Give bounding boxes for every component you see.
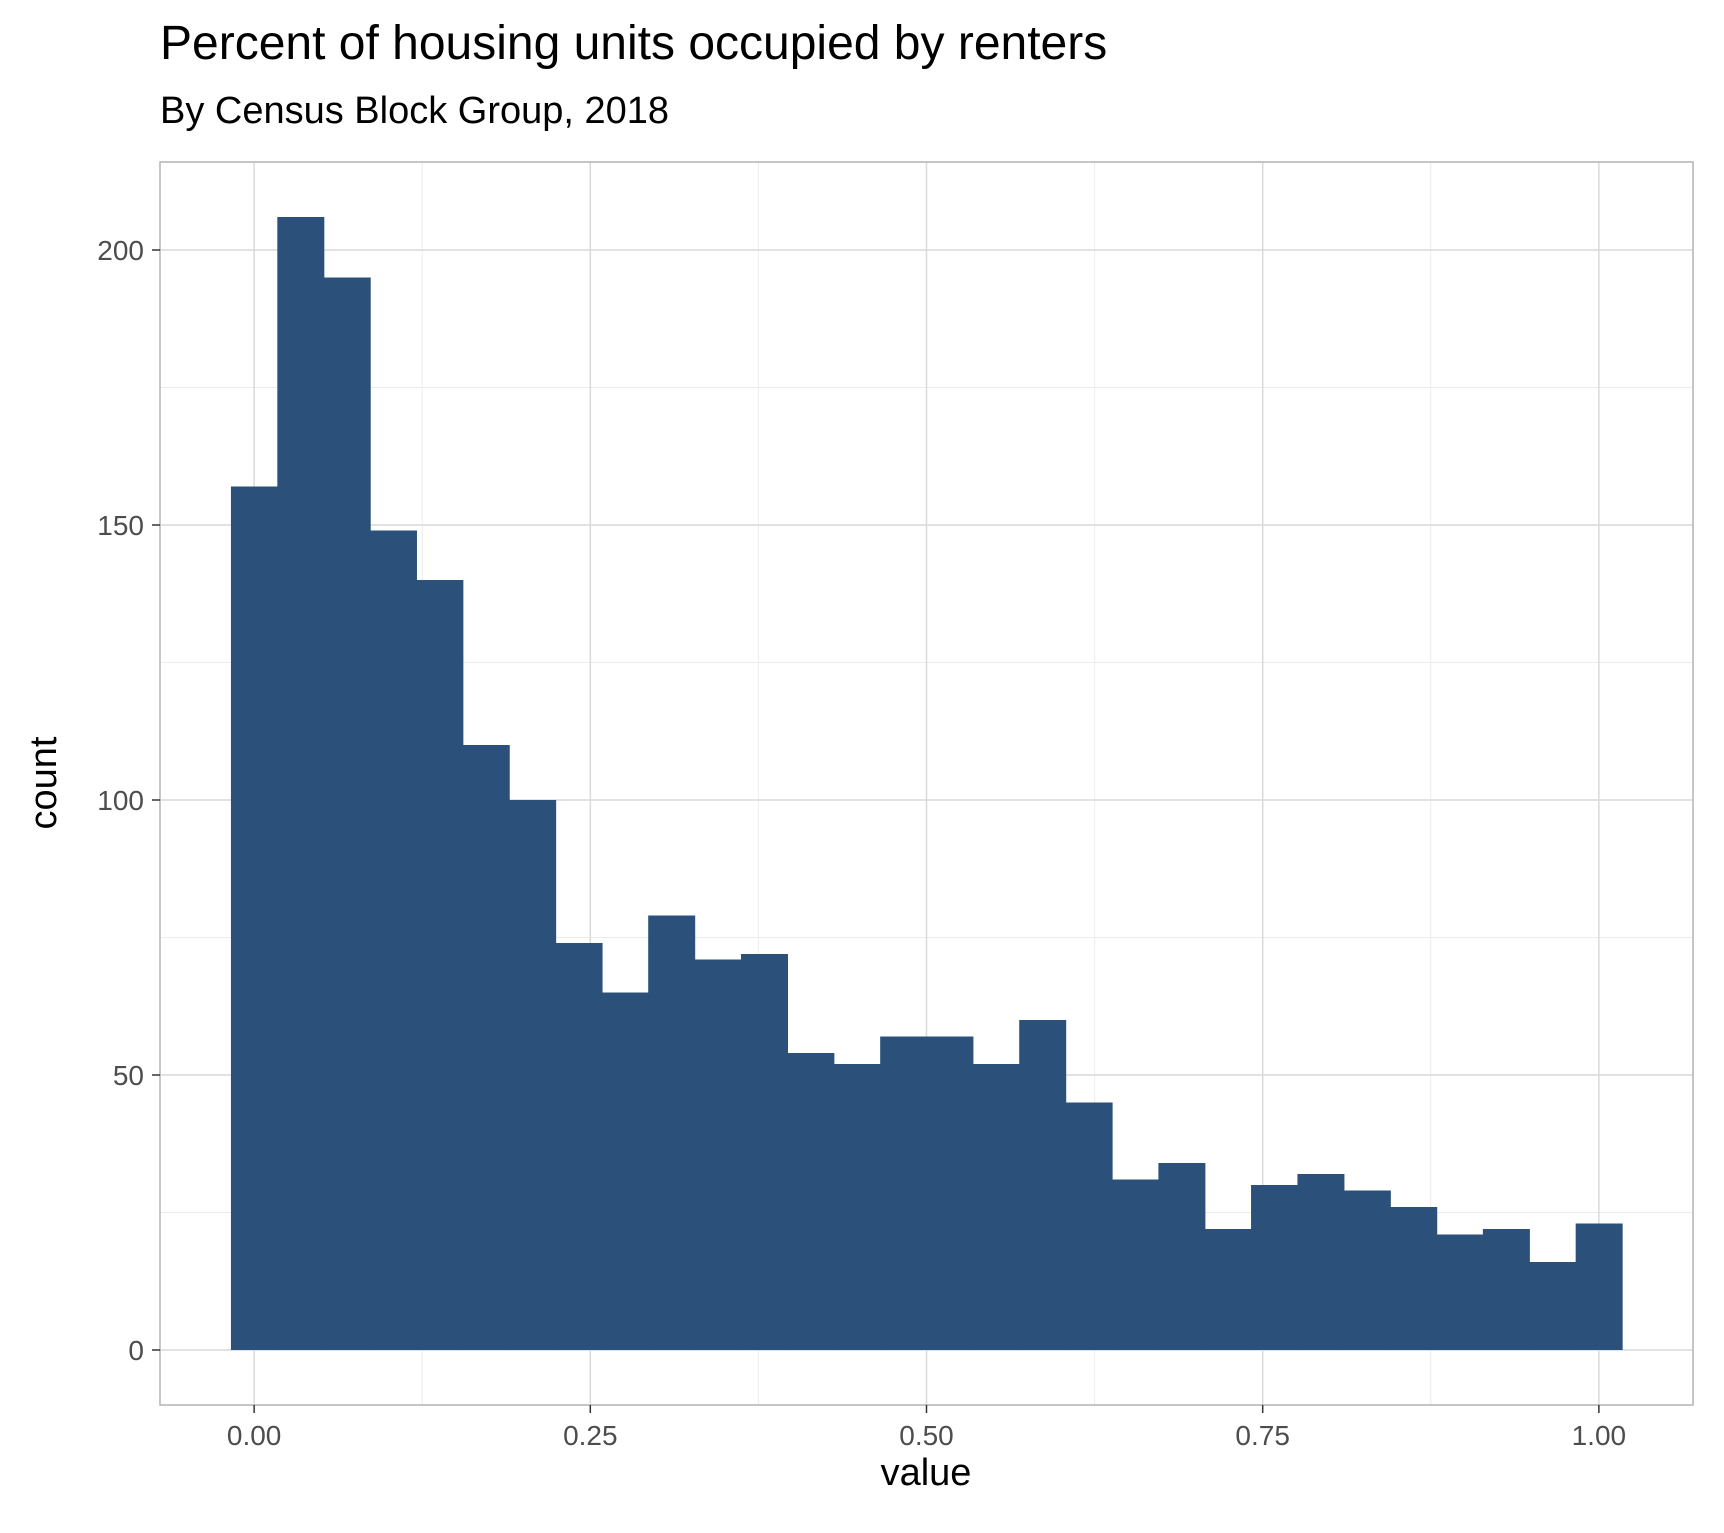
histogram-bar bbox=[880, 1036, 928, 1350]
y-tick-label: 100 bbox=[97, 785, 144, 816]
histogram-bar bbox=[369, 530, 417, 1350]
x-tick-label: 1.00 bbox=[1572, 1420, 1627, 1451]
x-tick-label: 0.00 bbox=[227, 1420, 282, 1451]
histogram-bar bbox=[277, 217, 325, 1350]
histogram-bar bbox=[416, 580, 464, 1350]
histogram-bar bbox=[926, 1036, 974, 1350]
x-tick-label: 0.50 bbox=[899, 1420, 954, 1451]
x-axis-title: value bbox=[881, 1452, 972, 1494]
histogram-bar bbox=[230, 486, 278, 1350]
histogram-bar bbox=[1390, 1207, 1438, 1350]
histogram-bar bbox=[972, 1064, 1020, 1350]
chart-subtitle: By Census Block Group, 2018 bbox=[160, 90, 670, 132]
y-tick-label: 200 bbox=[97, 235, 144, 266]
histogram-bar bbox=[1112, 1179, 1159, 1350]
histogram-bar bbox=[323, 277, 371, 1350]
x-tick-label: 0.75 bbox=[1235, 1420, 1290, 1451]
x-tick-label: 0.25 bbox=[563, 1420, 618, 1451]
histogram-bar bbox=[1529, 1262, 1577, 1350]
histogram-bar bbox=[1065, 1102, 1113, 1350]
histogram-bar bbox=[740, 954, 788, 1350]
histogram-bars bbox=[230, 217, 1623, 1350]
histogram-bar bbox=[1019, 1020, 1067, 1350]
histogram-bar bbox=[1436, 1234, 1484, 1350]
x-axis: 0.00 0.25 0.50 0.75 1.00 bbox=[227, 1405, 1626, 1451]
y-tick-label: 0 bbox=[128, 1335, 144, 1366]
y-axis: 0 50 100 150 200 bbox=[97, 235, 160, 1366]
histogram-bar bbox=[833, 1064, 881, 1350]
histogram-bar bbox=[1158, 1163, 1206, 1350]
histogram-bar bbox=[694, 959, 742, 1350]
histogram-bar bbox=[648, 915, 696, 1350]
histogram-bar bbox=[462, 745, 510, 1350]
histogram-bar bbox=[1482, 1229, 1530, 1350]
histogram-bar bbox=[601, 992, 649, 1350]
y-tick-label: 150 bbox=[97, 510, 144, 541]
histogram-bar bbox=[1204, 1229, 1252, 1350]
histogram-bar bbox=[1251, 1185, 1299, 1350]
y-axis-title: count bbox=[23, 736, 65, 829]
histogram-bar bbox=[1343, 1190, 1391, 1350]
histogram-bar bbox=[787, 1053, 835, 1350]
histogram-bar bbox=[1575, 1223, 1623, 1350]
y-tick-label: 50 bbox=[113, 1060, 144, 1091]
histogram-bar bbox=[509, 800, 557, 1350]
histogram-bar bbox=[1297, 1174, 1345, 1350]
chart-title: Percent of housing units occupied by ren… bbox=[160, 17, 1108, 70]
histogram-bar bbox=[555, 943, 603, 1350]
